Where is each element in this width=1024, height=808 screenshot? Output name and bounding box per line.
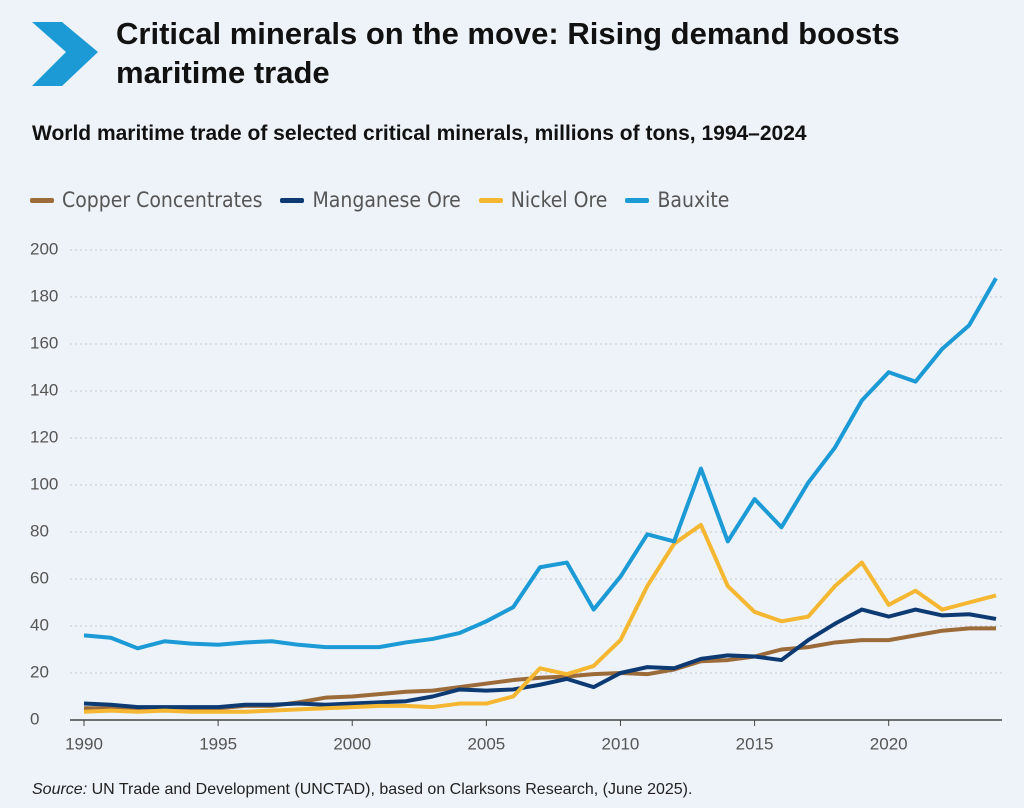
y-tick-label: 200 xyxy=(30,239,58,258)
x-tick-label: 1990 xyxy=(65,734,103,753)
y-tick-label: 140 xyxy=(30,380,58,399)
x-tick-label: 2020 xyxy=(870,734,908,753)
y-tick-label: 100 xyxy=(30,474,58,493)
legend-swatch xyxy=(625,197,650,203)
x-tick-label: 2010 xyxy=(602,734,640,753)
y-tick-label: 160 xyxy=(30,333,58,352)
legend-item: Copper Concentrates xyxy=(30,188,262,212)
series-line xyxy=(83,607,997,710)
legend-label: Manganese Ore xyxy=(312,188,461,212)
y-tick-label: 60 xyxy=(30,568,49,587)
legend-label: Copper Concentrates xyxy=(62,188,263,212)
y-tick-label: 80 xyxy=(30,521,49,540)
y-tick-label: 180 xyxy=(30,286,58,305)
y-tick-label: 40 xyxy=(30,615,49,634)
series-line xyxy=(83,522,997,714)
x-tick-label: 2015 xyxy=(736,734,774,753)
source-text: UN Trade and Development (UNCTAD), based… xyxy=(91,781,693,798)
legend-swatch xyxy=(280,197,305,203)
y-tick-label: 0 xyxy=(30,709,39,728)
x-tick-label: 2005 xyxy=(467,734,505,753)
legend: Copper Concentrates Manganese Ore Nickel O… xyxy=(30,188,729,212)
y-tick-label: 120 xyxy=(30,427,58,446)
y-tick-label: 20 xyxy=(30,662,49,681)
source: Source: UN Trade and Development (UNCTAD… xyxy=(32,781,692,799)
series-line xyxy=(83,277,998,651)
legend-item: Nickel Ore xyxy=(478,188,608,212)
chevron-icon xyxy=(32,22,98,86)
chart-title: Critical minerals on the move: Rising de… xyxy=(116,16,900,90)
legend-swatch xyxy=(30,197,54,203)
legend-item: Manganese Ore xyxy=(280,188,461,212)
chart-subtitle: World maritime trade of selected critica… xyxy=(32,122,807,145)
legend-item: Bauxite xyxy=(625,188,729,212)
source-label: Source: xyxy=(32,781,88,798)
legend-swatch xyxy=(478,197,503,203)
legend-label: Nickel Ore xyxy=(510,188,608,212)
x-tick-label: 1995 xyxy=(199,734,237,753)
legend-label: Bauxite xyxy=(657,188,730,212)
x-tick-label: 2000 xyxy=(333,734,371,753)
